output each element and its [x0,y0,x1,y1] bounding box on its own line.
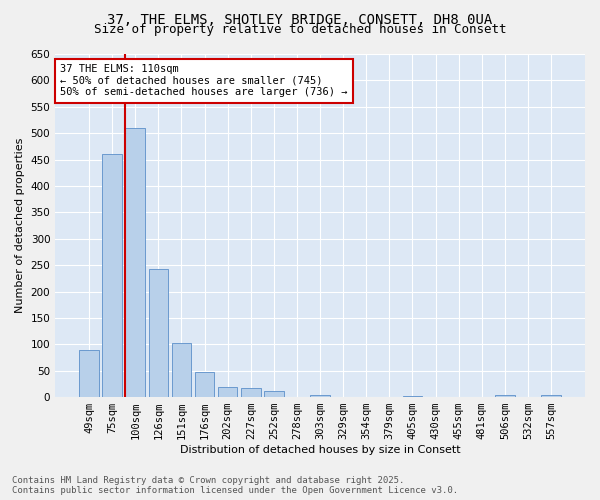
Bar [541,396,561,397]
Bar [264,392,284,397]
Bar [125,128,145,397]
X-axis label: Distribution of detached houses by size in Consett: Distribution of detached houses by size … [180,445,460,455]
Bar [149,269,168,397]
Text: 37, THE ELMS, SHOTLEY BRIDGE, CONSETT, DH8 0UA: 37, THE ELMS, SHOTLEY BRIDGE, CONSETT, D… [107,12,493,26]
Bar [495,396,515,397]
Bar [403,396,422,397]
Bar [103,154,122,397]
Bar [195,372,214,397]
Bar [79,350,99,397]
Bar [172,342,191,397]
Text: 37 THE ELMS: 110sqm
← 50% of detached houses are smaller (745)
50% of semi-detac: 37 THE ELMS: 110sqm ← 50% of detached ho… [61,64,348,98]
Bar [310,395,330,397]
Y-axis label: Number of detached properties: Number of detached properties [15,138,25,313]
Bar [241,388,260,397]
Text: Size of property relative to detached houses in Consett: Size of property relative to detached ho… [94,22,506,36]
Text: Contains HM Land Registry data © Crown copyright and database right 2025.
Contai: Contains HM Land Registry data © Crown c… [12,476,458,495]
Bar [218,386,238,397]
